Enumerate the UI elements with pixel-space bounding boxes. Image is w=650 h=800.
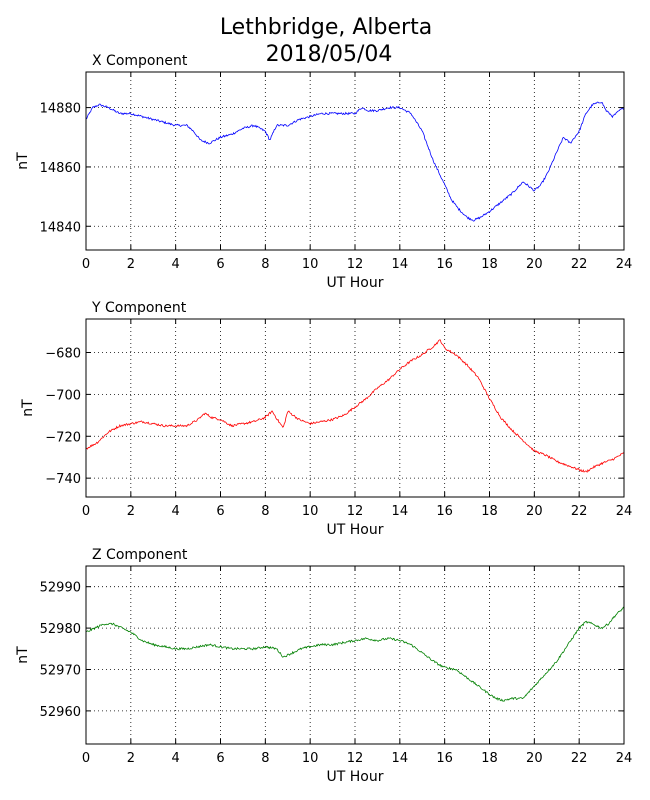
plot-z-ylabel: nT xyxy=(15,646,31,664)
plot-x-ytick-label: 14880 xyxy=(40,102,81,117)
plot-z-xtick-label: 2 xyxy=(127,751,135,766)
plot-x-xtick-label: 20 xyxy=(526,257,543,272)
plot-x-xtick-label: 2 xyxy=(127,257,135,272)
plot-x-xtick-label: 10 xyxy=(302,257,319,272)
plot-z-xtick-label: 16 xyxy=(436,751,453,766)
plot-x-xtick-label: 0 xyxy=(82,257,90,272)
plot-y-xtick-label: 20 xyxy=(526,504,543,519)
plot-x-title: X Component xyxy=(92,53,188,69)
plot-z-xtick-label: 0 xyxy=(82,751,90,766)
plot-y-xtick-label: 10 xyxy=(302,504,319,519)
plot-y-xtick-label: 22 xyxy=(571,504,588,519)
plot-x-xtick-label: 12 xyxy=(347,257,364,272)
plot-y-xtick-label: 2 xyxy=(127,504,135,519)
plot-y-title: Y Component xyxy=(91,300,187,316)
plot-z-xtick-label: 8 xyxy=(261,751,269,766)
plot-y-xtick-label: 24 xyxy=(616,504,633,519)
plot-y-trace xyxy=(85,339,625,473)
plot-z-ytick-label: 52960 xyxy=(40,705,81,720)
plot-x-xlabel: UT Hour xyxy=(327,275,384,291)
plot-z-trace xyxy=(85,606,625,702)
plot-x-ylabel: nT xyxy=(15,152,31,170)
plot-y-ytick-label: −680 xyxy=(45,347,81,362)
plot-z-ytick-label: 52980 xyxy=(40,622,81,637)
plot-x-xtick-label: 22 xyxy=(571,257,588,272)
plot-y-xtick-label: 4 xyxy=(172,504,180,519)
plot-z-xtick-label: 12 xyxy=(347,751,364,766)
plot-y-ytick-label: −720 xyxy=(45,430,81,445)
plot-y-xtick-label: 16 xyxy=(436,504,453,519)
plot-z-xlabel: UT Hour xyxy=(327,769,384,785)
plot-z-xtick-label: 10 xyxy=(302,751,319,766)
plot-y-ylabel: nT xyxy=(20,399,36,417)
plot-y-xtick-label: 18 xyxy=(481,504,498,519)
plot-x-xtick-label: 8 xyxy=(261,257,269,272)
plot-x-xtick-label: 24 xyxy=(616,257,633,272)
plot-y-ytick-label: −740 xyxy=(45,472,81,487)
plot-y-xtick-label: 0 xyxy=(82,504,90,519)
figure-title-line2: 2018/05/04 xyxy=(266,42,393,67)
plot-z-ytick-label: 52970 xyxy=(40,663,81,678)
plot-x-ytick-label: 14860 xyxy=(40,161,81,176)
plot-x-xtick-label: 18 xyxy=(481,257,498,272)
plot-z-xtick-label: 4 xyxy=(172,751,180,766)
plot-y-xtick-label: 6 xyxy=(216,504,224,519)
plot-z-xtick-label: 18 xyxy=(481,751,498,766)
plot-y-xtick-label: 8 xyxy=(261,504,269,519)
plot-z-xtick-label: 20 xyxy=(526,751,543,766)
plot-y-xtick-label: 12 xyxy=(347,504,364,519)
plot-y-xtick-label: 14 xyxy=(392,504,409,519)
plot-y-ytick-label: −700 xyxy=(45,388,81,403)
plot-z-title: Z Component xyxy=(92,547,188,563)
plot-y-xlabel: UT Hour xyxy=(327,522,384,538)
plot-z-xtick-label: 24 xyxy=(616,751,633,766)
figure-title-line1: Lethbridge, Alberta xyxy=(220,15,432,40)
plot-x-xtick-label: 6 xyxy=(216,257,224,272)
plot-z-ytick-label: 52990 xyxy=(40,581,81,596)
plot-z-xtick-label: 6 xyxy=(216,751,224,766)
plot-x-xtick-label: 14 xyxy=(392,257,409,272)
plot-z-xtick-label: 22 xyxy=(571,751,588,766)
plot-x-xtick-label: 4 xyxy=(172,257,180,272)
plot-x-ytick-label: 14840 xyxy=(40,220,81,235)
plot-z-xtick-label: 14 xyxy=(392,751,409,766)
plot-x-xtick-label: 16 xyxy=(436,257,453,272)
plot-x-trace xyxy=(85,101,625,222)
